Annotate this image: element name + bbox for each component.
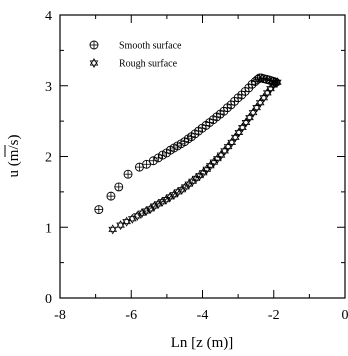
rough-surface-point	[252, 102, 261, 113]
rough-surface-point	[255, 97, 265, 108]
rough-surface-point	[202, 164, 212, 175]
x-tick-label: -2	[268, 308, 280, 323]
rough-surface-point	[209, 157, 219, 168]
rough-surface-point	[213, 153, 222, 164]
legend: Smooth surface Rough surface	[89, 40, 182, 70]
rough-surface-point	[141, 205, 151, 216]
y-axis-label: u (m/s)	[6, 135, 22, 178]
y-tick-label: 1	[45, 221, 52, 236]
legend-marker-smooth-surface	[89, 40, 99, 50]
legend-label: Smooth surface	[119, 41, 182, 52]
x-tick-label: -8	[54, 308, 66, 323]
smooth-surface-point	[123, 169, 133, 179]
x-axis-label: Ln [z (m)]	[171, 335, 233, 351]
smooth-surface-point	[106, 191, 116, 201]
y-tick-label: 3	[45, 80, 52, 95]
legend-label: Rough surface	[119, 59, 178, 70]
legend-marker-rough-surface	[89, 58, 99, 68]
rough-surface-point	[234, 127, 244, 138]
rough-surface-point	[108, 224, 118, 235]
series-smooth-surface	[94, 73, 281, 215]
series-rough-surface	[108, 77, 282, 235]
rough-surface-point	[248, 107, 258, 118]
rough-surface-point	[206, 160, 215, 171]
rough-surface-point	[238, 122, 247, 133]
smooth-surface-point	[114, 182, 124, 192]
smooth-surface-point	[94, 205, 104, 215]
plot-frame	[59, 14, 346, 299]
rough-surface-point	[272, 77, 282, 88]
rough-surface-point	[137, 208, 147, 219]
y-tick-label: 4	[45, 9, 52, 24]
rough-surface-point	[241, 117, 251, 128]
data-points	[94, 73, 282, 235]
rough-surface-point	[230, 132, 240, 143]
rough-surface-point	[245, 112, 254, 123]
rough-surface-point	[227, 137, 237, 148]
y-tick-label: 0	[45, 292, 52, 307]
axis-ticks: -8 -6 -4 -2 0 0 1 2 3 4	[45, 9, 348, 323]
rough-surface-point	[259, 92, 269, 103]
x-tick-label: 0	[342, 308, 348, 323]
y-tick-label: 2	[45, 151, 52, 166]
x-tick-label: -4	[197, 308, 209, 323]
rough-surface-point	[122, 216, 131, 227]
smooth-surface-point	[148, 156, 158, 166]
rough-surface-point	[198, 167, 208, 178]
x-tick-label: -6	[125, 308, 137, 323]
rough-surface-point	[116, 220, 125, 231]
smooth-surface-point	[142, 159, 152, 169]
